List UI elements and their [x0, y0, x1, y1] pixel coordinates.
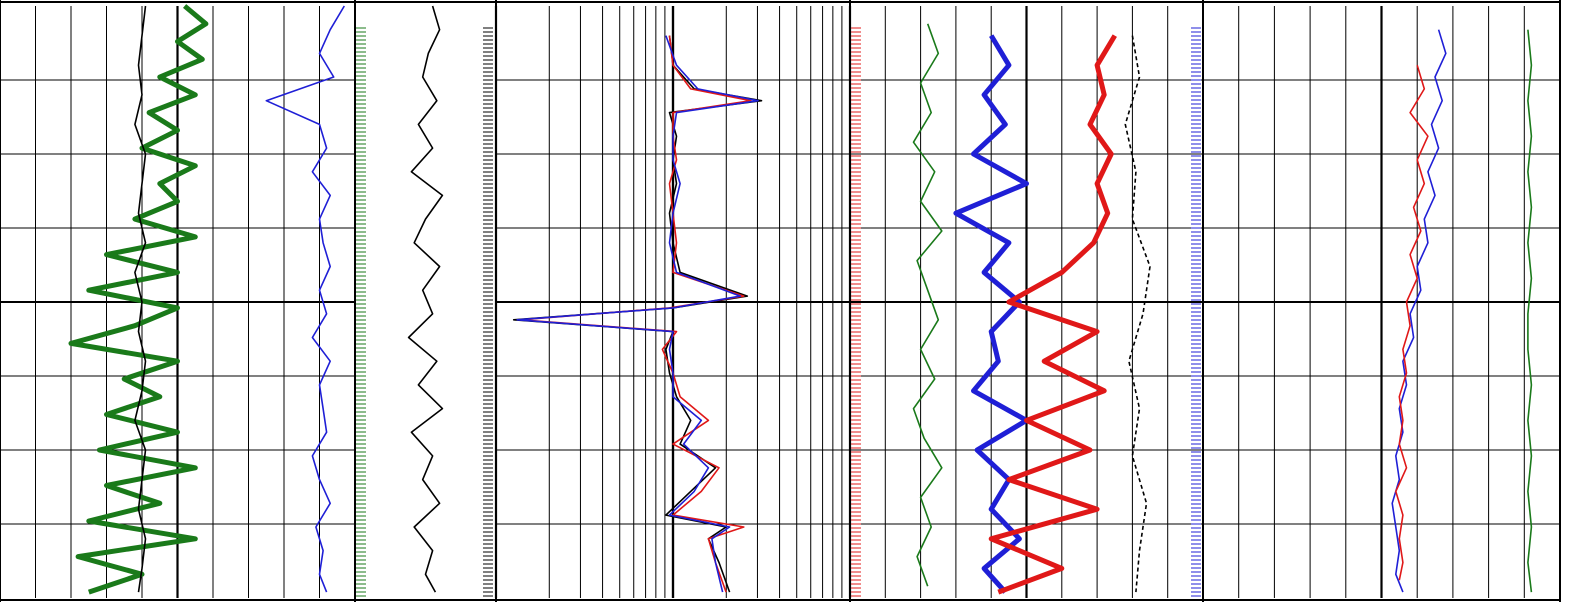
log-curve	[519, 35, 752, 593]
log-curve	[68, 4, 209, 595]
log-curve	[1124, 35, 1151, 593]
log-curve	[1527, 29, 1533, 593]
log-curve	[953, 34, 1029, 594]
log-curve	[134, 5, 147, 593]
log-curve	[516, 35, 759, 593]
log-curves	[68, 4, 1533, 597]
log-curve	[1395, 64, 1429, 581]
log-curve	[1391, 29, 1447, 593]
log-curve	[512, 35, 763, 593]
track-borders	[0, 0, 1561, 602]
log-curve	[912, 23, 943, 587]
track-grid	[0, 6, 1560, 598]
log-curve	[988, 34, 1117, 595]
log-curve	[265, 5, 345, 593]
log-curve	[407, 5, 444, 593]
